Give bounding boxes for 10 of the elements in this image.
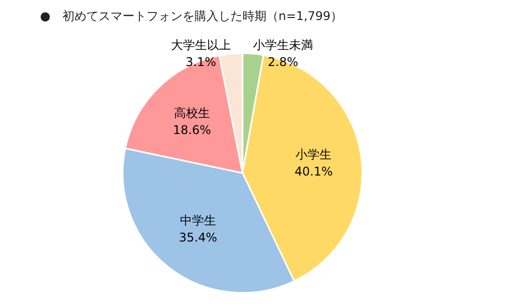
slice-label: 高校生 bbox=[174, 106, 210, 120]
data-label: 18.6% bbox=[172, 123, 212, 137]
slice-label: 中学生 bbox=[180, 214, 216, 228]
data-label: 40.1% bbox=[294, 164, 333, 178]
data-label: 3.1% bbox=[186, 54, 216, 69]
slice-label: 小学生未満 bbox=[253, 38, 314, 52]
data-label: 35.4% bbox=[179, 230, 218, 245]
chart-title: ● 初めてスマートフォンを購入した時期（n=1,799） bbox=[40, 8, 342, 25]
slice-label: 小学生 bbox=[296, 147, 332, 162]
slice-label: 大学生以上 bbox=[170, 38, 231, 52]
